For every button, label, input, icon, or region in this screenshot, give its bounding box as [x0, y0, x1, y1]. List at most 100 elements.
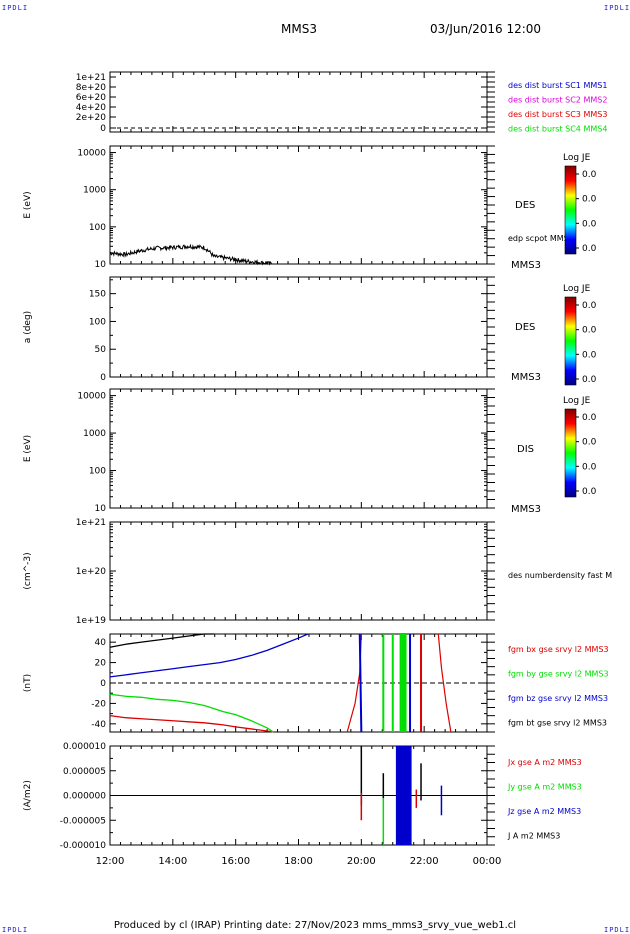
panel-dis-energy-colorbar-tick-label: 0.0 [582, 487, 597, 497]
panel-des-energy-frame [109, 145, 488, 265]
panel-density-y-tick-label: 1e+21 [76, 518, 106, 528]
panel-dist-burst-y-tick-label: 4e+20 [76, 103, 107, 113]
panel-des-energy-axis-end: MMS3 [511, 260, 541, 271]
panel-current-legend-2: Jy gse A m2 MMS3 [507, 783, 582, 792]
panel-fgm-ylabel: (nT) [23, 674, 33, 692]
panel-density-y-tick-label: 1e+20 [76, 567, 107, 577]
x-tick-label: 20:00 [347, 856, 376, 867]
panel-dis-energy-colorbar-tick-label: 0.0 [582, 438, 597, 448]
panel-fgm-y-tick-label: 20 [95, 659, 107, 669]
panel-des-pitch-y-tick-label: 0 [100, 373, 106, 383]
panel-dist-burst-legend-1: des dist burst SC1 MMS1 [508, 81, 607, 90]
panel-des-energy-y-tick-label: 1000 [83, 186, 106, 196]
panel-current-ylabel: (A/m2) [23, 780, 33, 811]
panel-des-energy-instrument: DES [515, 200, 535, 211]
panel-des-pitch-ylabel: a (deg) [23, 311, 33, 343]
panel-density-legend: des numberdensity fast M [508, 571, 612, 580]
corner-tag-top-right: IPDLI [604, 4, 630, 12]
panel-current-legend-4: J A m2 MMS3 [507, 832, 560, 841]
footer-text: Produced by cl (IRAP) Printing date: 27/… [113, 920, 517, 931]
panel-des-energy-ylabel: E (eV) [23, 191, 33, 218]
panel-des-pitch-colorbar-tick-label: 0.0 [582, 350, 597, 360]
panel-dis-energy-ylabel: E (eV) [23, 435, 33, 462]
corner-tag-top-left: IPDLI [2, 4, 29, 12]
panel-current-legend-3: Jz gse A m2 MMS3 [507, 807, 581, 816]
spacecraft-title: MMS3 [281, 22, 317, 36]
panel-dis-energy-y-tick-label: 1000 [83, 429, 106, 439]
panel-fgm-legend-3: fgm bz gse srvy l2 MMS3 [508, 694, 608, 703]
x-tick-label: 18:00 [284, 856, 313, 867]
panel-des-energy-colorbar-tick-label: 0.0 [582, 170, 597, 180]
panel-density-ylabel: (cm^-3) [23, 552, 33, 589]
panel-fgm-y-tick-label: -40 [91, 720, 106, 730]
panel-dis-energy-axis-end: MMS3 [511, 504, 541, 515]
x-tick-label: 00:00 [473, 856, 502, 867]
panel-fgm-series-2 [109, 693, 274, 733]
panel-des-energy-scpot-line [109, 243, 274, 266]
panel-dis-energy-y-tick-label: 10 [95, 504, 107, 514]
panel-dist-burst-y-tick-label: 6e+20 [76, 93, 107, 103]
panel-dis-energy-colorbar [564, 408, 577, 498]
panel-des-energy-y-tick-label: 10000 [77, 149, 106, 159]
panel-dist-burst-y-tick-label: 8e+20 [76, 83, 107, 93]
panel-fgm-legend-1: fgm bx gse srvy l2 MMS3 [508, 645, 609, 654]
x-tick-label: 16:00 [221, 856, 250, 867]
panel-des-energy-colorbar-tick-label: 0.0 [582, 195, 597, 205]
panel-des-energy-colorbar [564, 165, 577, 255]
corner-tag-bottom-left: IPDLI [2, 926, 29, 934]
panel-fgm-series-3 [109, 633, 309, 678]
panel-des-energy-y-tick-label: 100 [89, 223, 106, 233]
panel-dis-energy-colorbar-title: Log JE [563, 396, 591, 406]
panel-fgm-y-tick-label: -20 [91, 699, 106, 709]
panel-des-pitch-frame [109, 276, 488, 378]
panel-dis-energy-y-tick-label: 10000 [77, 392, 106, 402]
panel-dist-burst-y-tick-label: 2e+20 [76, 113, 107, 123]
panel-des-energy-colorbar-title: Log JE [563, 153, 591, 163]
panel-des-pitch-colorbar-title: Log JE [563, 284, 591, 294]
panel-fgm-series-4 [109, 633, 214, 648]
x-tick-label: 12:00 [96, 856, 125, 867]
panel-dis-energy-instrument: DIS [517, 444, 534, 455]
panel-fgm-series-1 [109, 715, 274, 733]
panel-des-energy-y-tick-label: 10 [95, 260, 107, 270]
panel-dist-burst-y-tick-label: 0 [100, 124, 106, 134]
panel-des-energy-colorbar-tick-label: 0.0 [582, 219, 597, 229]
panel-des-pitch-colorbar-tick-label: 0.0 [582, 301, 597, 311]
panel-current-y-tick-label: 0.000005 [63, 767, 106, 777]
panel-current-legend-1: Jx gse A m2 MMS3 [507, 758, 582, 767]
panel-current-blue-burst [395, 746, 412, 845]
panel-density-frame [109, 521, 488, 621]
panel-dis-energy-colorbar-tick-label: 0.0 [582, 413, 597, 423]
panel-fgm-green-band [401, 634, 407, 732]
panel-current-y-tick-label: 0.000000 [63, 792, 106, 802]
panel-des-pitch-colorbar-tick-label: 0.0 [582, 375, 597, 385]
panel-des-pitch-y-tick-label: 100 [89, 317, 106, 327]
panel-fgm-legend-2: fgm by gse srvy l2 MMS3 [508, 670, 609, 679]
panel-fgm-spike-9 [437, 633, 452, 733]
x-tick-label: 14:00 [158, 856, 187, 867]
panel-dis-energy-colorbar-tick-label: 0.0 [582, 462, 597, 472]
panel-fgm-legend-4: fgm bt gse srvy l2 MMS3 [508, 719, 607, 728]
x-tick-label: 22:00 [410, 856, 439, 867]
panel-fgm-y-tick-label: 0 [100, 679, 106, 689]
panel-current-y-tick-label: -0.000005 [60, 816, 106, 826]
panel-current-y-tick-label: 0.000010 [63, 742, 106, 752]
panel-dis-energy-y-tick-label: 100 [89, 467, 106, 477]
panel-dis-energy-frame [109, 388, 488, 509]
panel-des-pitch-y-tick-label: 50 [95, 345, 107, 355]
panel-des-pitch-y-tick-label: 150 [89, 290, 106, 300]
corner-tag-bottom-right: IPDLI [604, 926, 630, 934]
panel-density-y-tick-label: 1e+19 [76, 616, 107, 626]
panel-dist-burst-y-tick-label: 1e+21 [76, 73, 106, 83]
panel-des-energy-colorbar-tick-label: 0.0 [582, 244, 597, 254]
panel-dist-burst-legend-2: des dist burst SC2 MMS2 [508, 96, 607, 105]
panel-dist-burst-legend-4: des dist burst SC4 MMS4 [508, 125, 607, 134]
panel-des-pitch-colorbar-tick-label: 0.0 [582, 326, 597, 336]
panel-des-energy-overlay-label: edp scpot MMS3 [508, 234, 574, 243]
panel-des-pitch-instrument: DES [515, 322, 535, 333]
date-title: 03/Jun/2016 12:00 [430, 22, 542, 36]
panel-des-pitch-axis-end: MMS3 [511, 372, 541, 383]
panel-dist-burst-legend-3: des dist burst SC3 MMS3 [508, 110, 607, 119]
panel-current-y-tick-label: -0.000010 [60, 841, 106, 851]
